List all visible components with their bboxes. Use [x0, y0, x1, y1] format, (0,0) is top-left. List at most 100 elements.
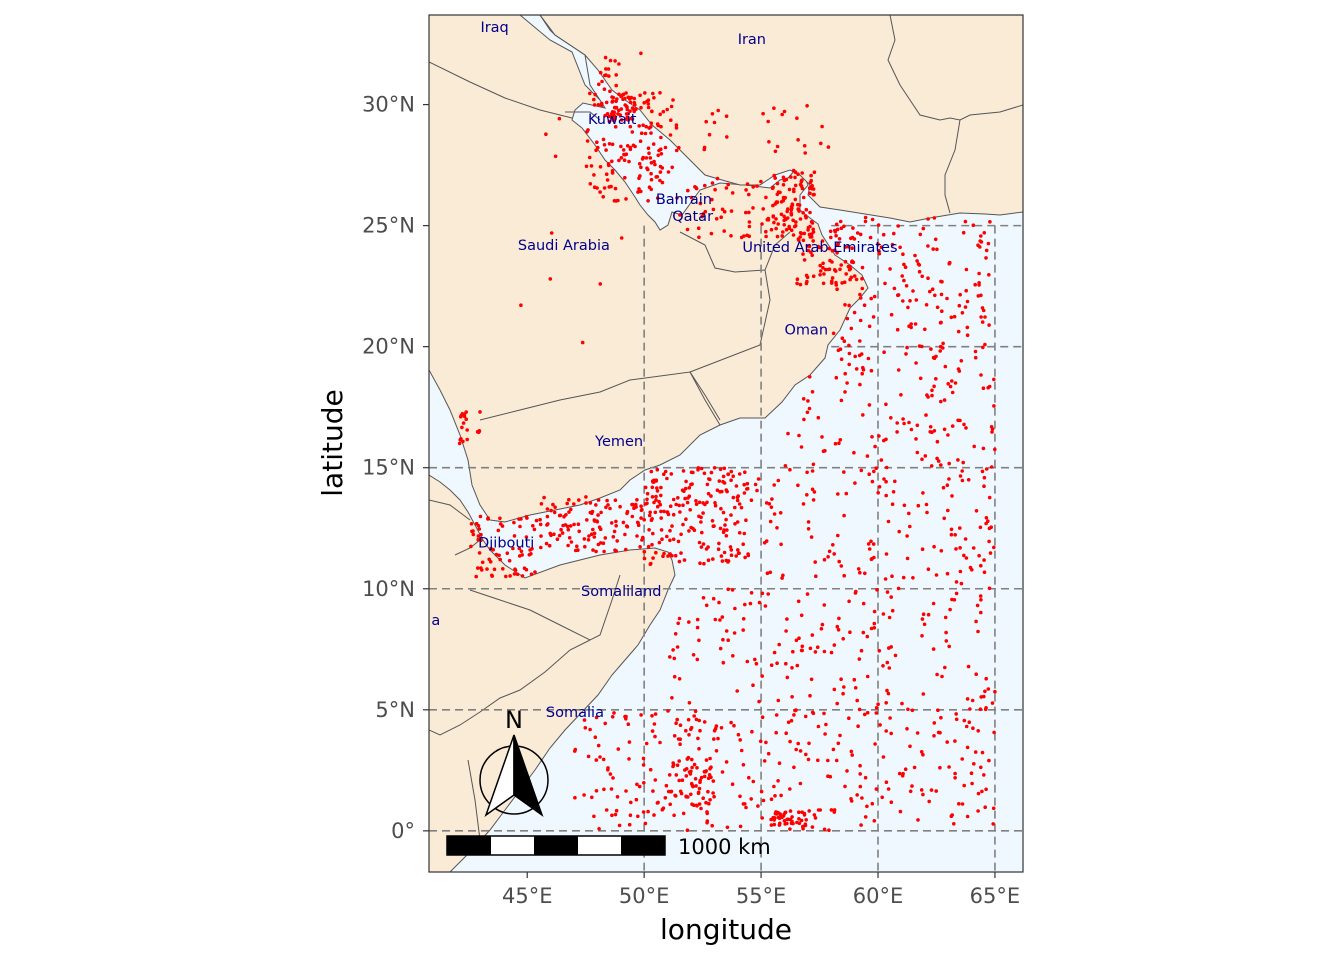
observation-point	[603, 721, 607, 726]
observation-point	[691, 653, 696, 657]
observation-point	[742, 482, 746, 487]
observation-point	[721, 637, 725, 642]
observation-point	[804, 207, 809, 212]
observation-point	[613, 812, 618, 817]
observation-point	[827, 828, 831, 832]
observation-point	[618, 504, 622, 509]
observation-point	[836, 242, 840, 246]
observation-point	[464, 417, 469, 422]
observation-point	[758, 739, 763, 744]
observation-point	[645, 491, 650, 496]
observation-point	[850, 753, 854, 757]
observation-point	[729, 209, 734, 213]
observation-point	[628, 145, 633, 150]
observation-point	[809, 535, 814, 539]
observation-point	[706, 789, 710, 794]
observation-point	[725, 825, 730, 830]
observation-point	[977, 281, 981, 285]
observation-point	[471, 532, 476, 537]
observation-point	[658, 91, 662, 95]
observation-point	[760, 715, 765, 719]
observation-point	[878, 723, 882, 727]
observation-point	[847, 351, 852, 356]
observation-point	[957, 802, 961, 806]
observation-point	[476, 430, 481, 435]
observation-point	[648, 125, 653, 129]
observation-point	[901, 575, 906, 580]
observation-point	[597, 827, 601, 831]
observation-point	[898, 809, 903, 814]
observation-point	[789, 228, 794, 232]
observation-point	[646, 146, 651, 150]
observation-point	[796, 741, 800, 746]
observation-point	[956, 458, 960, 462]
observation-point	[685, 227, 690, 232]
observation-point	[983, 805, 987, 809]
observation-point	[939, 715, 943, 720]
observation-point	[887, 615, 892, 620]
observation-point	[604, 505, 608, 510]
observation-point	[901, 252, 905, 256]
observation-point	[843, 259, 848, 264]
observation-point	[741, 763, 746, 767]
observation-point	[769, 505, 774, 510]
observation-point	[801, 252, 805, 256]
observation-point	[657, 540, 662, 545]
observation-point	[533, 570, 537, 574]
observation-point	[896, 586, 901, 591]
observation-point	[644, 124, 648, 129]
observation-point	[806, 757, 811, 762]
observation-point	[696, 736, 700, 741]
observation-point	[580, 340, 585, 345]
observation-point	[610, 171, 615, 175]
observation-point	[920, 547, 925, 551]
observation-point	[596, 743, 601, 748]
observation-point	[652, 813, 656, 817]
observation-point	[816, 808, 821, 812]
observation-point	[711, 596, 716, 601]
observation-point	[726, 472, 731, 477]
observation-point	[844, 491, 849, 496]
observation-point	[924, 303, 929, 307]
observation-point	[760, 816, 764, 820]
observation-point	[677, 145, 681, 150]
observation-point	[696, 791, 701, 796]
observation-point	[792, 765, 796, 770]
observation-point	[718, 646, 723, 651]
observation-point	[762, 541, 767, 545]
observation-point	[789, 175, 793, 179]
observation-point	[583, 544, 587, 549]
observation-point	[737, 531, 742, 535]
observation-point	[668, 802, 672, 807]
observation-point	[807, 232, 812, 237]
observation-point	[695, 617, 700, 622]
observation-point	[858, 296, 863, 300]
observation-point	[867, 324, 872, 329]
observation-point	[980, 469, 985, 474]
observation-point	[944, 630, 948, 635]
observation-point	[724, 114, 729, 118]
observation-point	[627, 740, 632, 744]
observation-point	[807, 809, 811, 813]
observation-point	[713, 187, 717, 192]
observation-point	[608, 506, 612, 511]
observation-point	[992, 730, 996, 735]
border-uae-oman	[679, 231, 791, 273]
observation-point	[873, 742, 877, 746]
observation-point	[970, 698, 975, 703]
observation-point	[944, 639, 949, 643]
observation-point	[604, 172, 609, 176]
observation-point	[751, 185, 755, 189]
observation-point	[507, 558, 512, 563]
observation-point	[608, 58, 613, 63]
observation-point	[834, 280, 838, 285]
observation-point	[558, 513, 563, 518]
observation-point	[870, 801, 875, 806]
observation-point	[587, 534, 591, 538]
observation-point	[610, 715, 615, 719]
observation-point	[806, 248, 810, 253]
observation-point	[908, 744, 912, 749]
observation-point	[789, 208, 794, 212]
observation-point	[992, 404, 996, 408]
observation-point	[628, 100, 633, 105]
